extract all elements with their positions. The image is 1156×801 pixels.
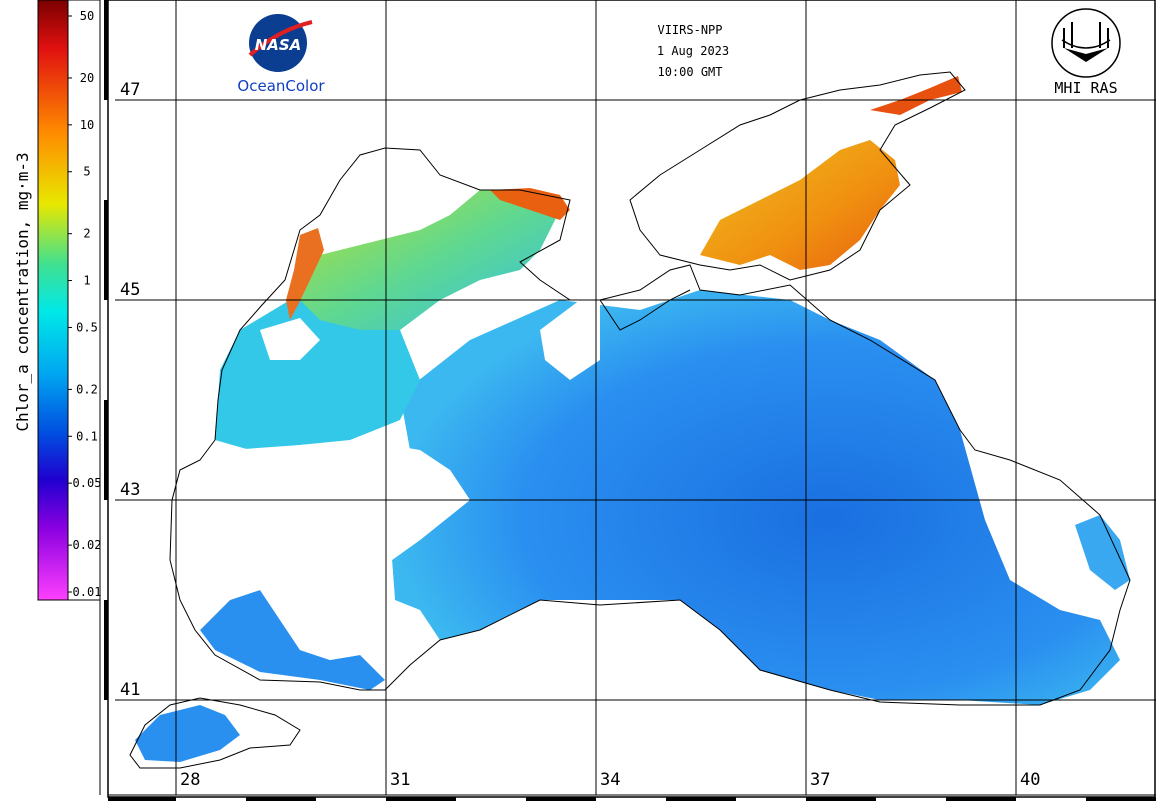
cloud-gap-west <box>170 440 470 660</box>
nasa-logo: NASA OceanColor <box>237 14 325 95</box>
lat-label-47: 47 <box>120 80 140 100</box>
longitude-labels: 28 31 34 37 40 <box>180 770 1040 790</box>
marmara-region <box>135 705 240 762</box>
colorbar-tick-4: 2 <box>83 227 90 241</box>
mhi-label: MHI RAS <box>1054 79 1117 97</box>
turkey-west-region <box>200 590 385 690</box>
coastline-west-north <box>169 147 1131 706</box>
lon-label-34: 34 <box>600 770 620 790</box>
bottom-scale-ruler <box>108 794 1156 801</box>
colorbar-gradient <box>37 0 69 601</box>
coastline-crimea <box>599 289 691 331</box>
scene-info: VIIRS-NPP 1 Aug 2023 10:00 GMT <box>657 23 729 79</box>
colorbar: 50 20 10 5 2 1 0.5 0.2 0.1 0.05 0.02 0.01 Chlor_a c… <box>13 0 101 601</box>
open-sea-region <box>392 290 1120 705</box>
colorbar-title: Chlor_a concentration, mg·m-3 <box>13 152 32 431</box>
lon-label-40: 40 <box>1020 770 1040 790</box>
colorbar-tick-labels: 50 20 10 5 2 1 0.5 0.2 0.1 0.05 0.02 0.01 <box>68 9 101 599</box>
cloud-gap-north <box>260 318 320 360</box>
azov-northeast-patch <box>870 76 962 115</box>
lat-label-43: 43 <box>120 480 140 500</box>
lat-label-41: 41 <box>120 680 140 700</box>
colorbar-tick-11: 0.01 <box>73 585 102 599</box>
map-frame <box>107 0 1156 798</box>
colorbar-tick-10: 0.02 <box>73 538 102 552</box>
colorbar-tick-8: 0.1 <box>76 429 98 443</box>
cloud-gap-crimea-south <box>540 300 600 380</box>
coastline-azov <box>629 71 966 281</box>
east-coastal-region <box>1075 515 1130 590</box>
colorbar-tick-0: 50 <box>80 9 94 23</box>
azov-sea-region <box>700 140 900 270</box>
colorbar-tick-1: 20 <box>80 71 94 85</box>
date-label: 1 Aug 2023 <box>657 44 729 58</box>
mhi-logo: MHI RAS <box>1051 8 1121 97</box>
coastline-marmara <box>129 697 301 769</box>
danube-plume <box>286 228 324 320</box>
colorbar-tick-3: 5 <box>83 165 90 179</box>
northwest-shelf-region <box>300 190 560 330</box>
latitude-labels: 47 45 43 41 <box>120 80 140 700</box>
sensor-label: VIIRS-NPP <box>657 23 722 37</box>
lon-label-28: 28 <box>180 770 200 790</box>
oceancolor-label: OceanColor <box>237 77 325 95</box>
coastline <box>129 71 1131 769</box>
nasa-logo-text: NASA <box>255 36 302 54</box>
mhi-emblem-icon <box>1051 8 1121 78</box>
left-scale-ruler <box>99 0 108 795</box>
time-label: 10:00 GMT <box>657 65 722 79</box>
colorbar-tick-5: 1 <box>83 274 90 288</box>
cloud-gaps <box>170 300 600 660</box>
colorbar-tick-6: 0.5 <box>76 320 98 334</box>
chlorophyll-data-layer <box>135 76 1130 762</box>
lon-label-37: 37 <box>810 770 830 790</box>
colorbar-tick-7: 0.2 <box>76 382 98 396</box>
colorbar-tick-2: 10 <box>80 118 94 132</box>
lat-lon-grid <box>115 0 1156 795</box>
lon-label-31: 31 <box>390 770 410 790</box>
lat-label-45: 45 <box>120 280 140 300</box>
colorbar-tick-9: 0.05 <box>73 476 102 490</box>
